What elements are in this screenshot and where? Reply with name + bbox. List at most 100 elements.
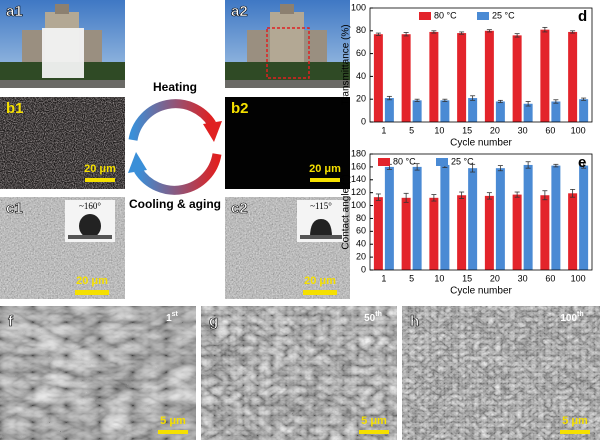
scale-bar-label: 20 μm [309, 163, 341, 175]
plot-frame [369, 7, 593, 123]
bar [540, 195, 550, 270]
y-tick-label: 160 [351, 161, 366, 171]
bar [568, 193, 578, 270]
cycle-number: 50 [364, 313, 376, 324]
micrograph-c1: ~160° c1 20 μm [0, 197, 125, 299]
panel-label: b1 [6, 100, 24, 117]
sem-f: f 1st 5 μm [0, 306, 196, 440]
x-tick-label: 1 [381, 273, 386, 283]
bar [484, 30, 494, 122]
legend-swatch [378, 158, 390, 166]
legend-label: 25 °C [492, 10, 515, 20]
scale-bar-label: 5 μm [160, 415, 186, 427]
scale-bar-label: 5 μm [562, 415, 588, 427]
legend-swatch [477, 12, 489, 20]
x-tick-label: 30 [518, 125, 528, 135]
photo-a2: a2 [225, 0, 350, 88]
bar [429, 31, 439, 122]
bar [440, 164, 450, 270]
cycle-mark: 1st [166, 311, 178, 324]
micrograph-c2: ~115° c2 20 μm [225, 197, 350, 299]
panel-label: c1 [6, 200, 23, 217]
scale-bar-label: 20 μm [304, 275, 336, 287]
bar [495, 101, 505, 122]
plot-frame [369, 153, 593, 271]
y-tick-label: 120 [351, 187, 366, 197]
legend-label: 80 °C [393, 156, 416, 166]
cycle-number: 1 [166, 313, 172, 324]
legend-swatch [436, 158, 448, 166]
x-tick-label: 10 [434, 273, 444, 283]
y-tick-label: 60 [356, 48, 366, 58]
bar [373, 197, 383, 270]
photo-a1: a1 [0, 0, 125, 88]
bar [568, 31, 578, 122]
legend-swatch [419, 12, 431, 20]
bar [412, 100, 422, 122]
bar [512, 35, 522, 122]
bar [384, 166, 394, 270]
bar [523, 164, 533, 270]
x-tick-label: 5 [409, 273, 414, 283]
panel-label: g [209, 313, 218, 330]
cycle-suffix: th [375, 311, 382, 318]
x-tick-label: 60 [545, 273, 555, 283]
bar [523, 103, 533, 122]
scale-bar-label: 20 μm [76, 275, 108, 287]
cooling-label: Cooling & aging [129, 197, 221, 211]
sem-g: g 50th 5 μm [201, 306, 397, 440]
y-tick-label: 40 [356, 239, 366, 249]
y-tick-label: 0 [361, 264, 366, 274]
x-tick-label: 100 [571, 273, 586, 283]
x-tick-label: 30 [518, 273, 528, 283]
panel-label: f [8, 313, 14, 330]
bar [373, 34, 383, 122]
legend-label: 80 °C [434, 10, 457, 20]
bar [412, 166, 422, 270]
bar [468, 168, 478, 270]
bar [457, 195, 467, 270]
x-tick-label: 1 [381, 125, 386, 135]
contact-angle: ~160° [79, 201, 101, 211]
y-tick-label: 180 [351, 148, 366, 158]
y-tick-label: 140 [351, 174, 366, 184]
micrograph-b1: b1 20 μm [0, 97, 125, 189]
cycle-suffix: st [172, 311, 179, 318]
heating-label: Heating [153, 80, 197, 94]
panel-label: a1 [6, 3, 23, 20]
x-axis-label: Cycle number [450, 286, 512, 297]
y-tick-label: 100 [351, 2, 366, 12]
bar [579, 165, 589, 270]
x-axis-label: Cycle number [450, 138, 512, 149]
bar [512, 194, 522, 270]
y-tick-label: 20 [356, 94, 366, 104]
scale-bar-label: 5 μm [361, 415, 387, 427]
bar [384, 98, 394, 122]
bar [484, 195, 494, 270]
x-tick-label: 5 [409, 125, 414, 135]
y-tick-label: 0 [361, 116, 366, 126]
y-tick-label: 80 [356, 213, 366, 223]
legend-label: 25 °C [451, 156, 474, 166]
bar [551, 165, 561, 270]
y-axis-label: Transmittance (%) [341, 24, 352, 105]
y-tick-label: 100 [351, 200, 366, 210]
sem-h: h 100th 5 μm [402, 306, 600, 440]
x-tick-label: 100 [571, 125, 586, 135]
contact-angle: ~115° [310, 201, 332, 211]
panel-label: e [578, 154, 586, 171]
panel-label: a2 [231, 3, 248, 20]
bar [429, 197, 439, 270]
bar [551, 101, 561, 122]
x-tick-label: 60 [545, 125, 555, 135]
x-tick-label: 15 [462, 125, 472, 135]
bar [468, 98, 478, 122]
x-tick-label: 20 [490, 273, 500, 283]
x-tick-label: 20 [490, 125, 500, 135]
micrograph-b2: b2 20 μm [225, 97, 350, 189]
cycle-number: 100 [560, 313, 577, 324]
panel-label: b2 [231, 100, 249, 117]
y-tick-label: 40 [356, 71, 366, 81]
